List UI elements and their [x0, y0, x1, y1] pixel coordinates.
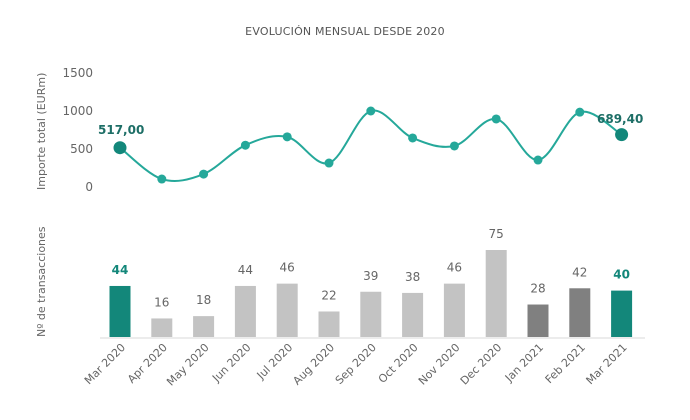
x-tick-label: May 2020 — [164, 341, 212, 389]
bar — [611, 290, 633, 337]
line-point — [533, 155, 543, 165]
line-point — [282, 132, 292, 142]
bar-value-label: 38 — [405, 270, 420, 284]
bar — [402, 292, 424, 337]
x-tick-label: Aug 2020 — [290, 341, 337, 388]
bar — [318, 311, 340, 337]
x-tick-label: Oct 2020 — [376, 341, 421, 386]
y-tick-1000: 1000 — [62, 104, 93, 118]
y-tick-500: 500 — [70, 142, 93, 156]
bar-y-axis-title: Nº de transacciones — [35, 226, 48, 337]
bar-value-label: 22 — [321, 288, 336, 302]
bar — [193, 316, 215, 337]
bar-value-label: 44 — [112, 263, 129, 277]
line-point — [113, 141, 127, 155]
bar — [151, 318, 173, 337]
line-point — [615, 128, 629, 142]
bar-value-label: 46 — [280, 261, 295, 275]
x-tick-label: Feb 2021 — [543, 341, 588, 386]
bar-value-label: 28 — [530, 282, 545, 296]
amount-line — [119, 109, 623, 182]
bar — [485, 250, 507, 337]
x-tick-label: Mar 2021 — [584, 341, 630, 387]
bar — [234, 285, 256, 337]
bar-value-label: 75 — [489, 227, 504, 241]
bar-value-label: 42 — [572, 265, 587, 279]
bar-value-labels: 44 16 18 44 46 22 39 38 46 75 28 42 40 — [112, 227, 630, 309]
x-tick-label: Sep 2020 — [333, 341, 379, 387]
y-tick-1500: 1500 — [62, 66, 93, 80]
line-points — [113, 106, 629, 184]
x-tick-label: Nov 2020 — [416, 341, 463, 388]
line-point — [157, 174, 167, 184]
bar-value-label: 46 — [447, 261, 462, 275]
transaction-bars — [109, 250, 633, 337]
line-point — [408, 133, 418, 143]
bar-value-label: 18 — [196, 293, 211, 307]
line-point — [199, 169, 209, 179]
x-tick-label: Jan 2021 — [502, 341, 546, 385]
y-tick-0: 0 — [85, 180, 93, 194]
bar — [443, 283, 465, 337]
line-point — [240, 140, 250, 150]
bar — [109, 285, 131, 337]
x-tick-label: Jun 2020 — [209, 341, 253, 385]
x-tick-label: Dec 2020 — [458, 341, 505, 388]
line-point — [324, 158, 334, 168]
bar — [276, 283, 298, 337]
bar-value-label: 39 — [363, 269, 378, 283]
chart-title: EVOLUCIÓN MENSUAL DESDE 2020 — [245, 25, 445, 38]
first-point-label: 517,00 — [98, 123, 144, 137]
x-tick-label: Jul 2020 — [254, 341, 296, 383]
line-point — [575, 107, 585, 117]
bar — [569, 288, 591, 337]
x-tick-label: Mar 2020 — [82, 341, 128, 387]
bar-value-label: 40 — [613, 268, 630, 282]
line-point — [366, 106, 376, 116]
last-point-label: 689,40 — [597, 112, 643, 126]
line-y-axis-title: Importe total (EURm) — [35, 73, 48, 190]
bar-value-label: 16 — [154, 295, 169, 309]
bar-value-label: 44 — [238, 263, 253, 277]
bar — [360, 291, 382, 337]
line-point — [491, 114, 501, 124]
bar — [527, 304, 549, 337]
line-point — [449, 141, 459, 151]
